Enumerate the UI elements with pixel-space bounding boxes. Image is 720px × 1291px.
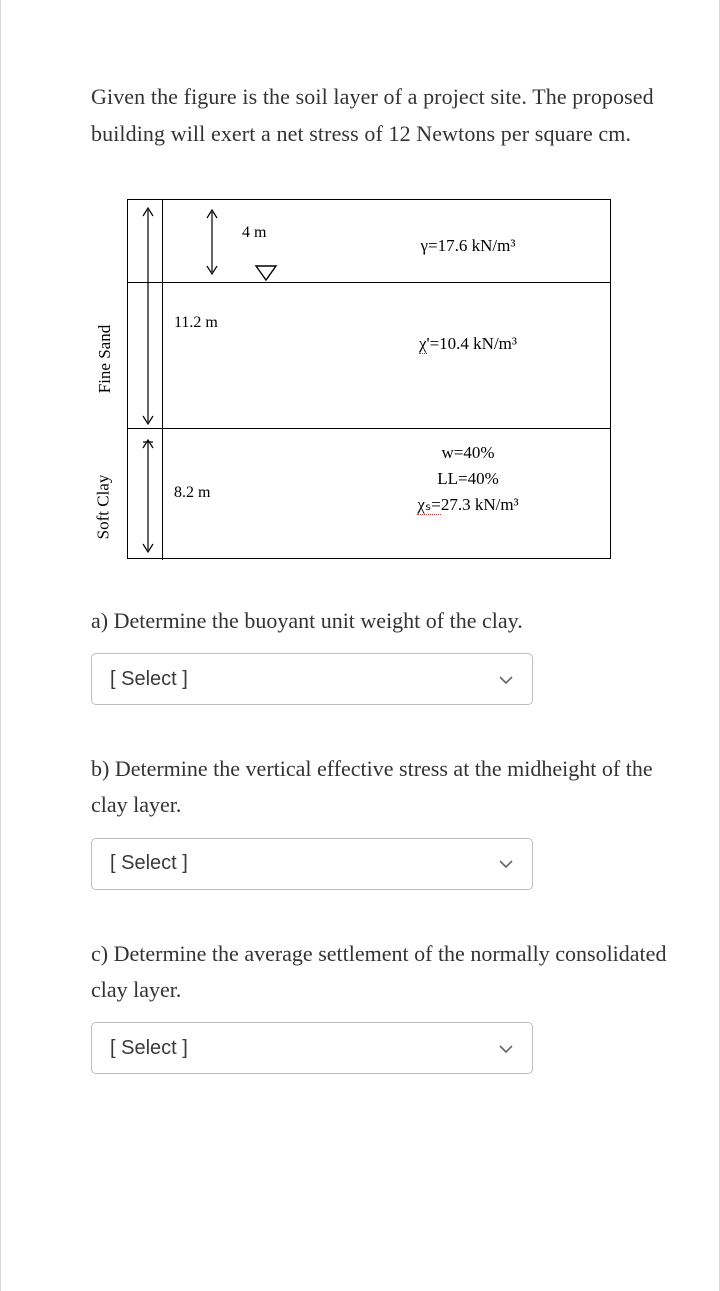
select-b-placeholder: [ Select ]	[110, 852, 188, 875]
arrow-fine-sand-full	[142, 206, 154, 426]
label-fine-sand: Fine Sand	[95, 325, 115, 393]
select-a-placeholder: [ Select ]	[110, 668, 188, 691]
soil-diagram: Fine Sand Soft Clay	[91, 199, 667, 559]
select-b[interactable]: [ Select ]	[91, 838, 533, 890]
water-table-icon	[252, 264, 280, 287]
chevron-down-icon	[498, 852, 514, 875]
prop-gamma-s: χₛ=27.3 kN/m³	[338, 492, 598, 518]
select-c-placeholder: [ Select ]	[110, 1037, 188, 1060]
select-a[interactable]: [ Select ]	[91, 653, 533, 705]
dim-11: 11.2 m	[174, 314, 218, 332]
chevron-down-icon	[498, 668, 514, 691]
dim-4m: 4 m	[242, 224, 266, 242]
select-c[interactable]: [ Select ]	[91, 1022, 533, 1074]
prop-ll: LL=40%	[338, 466, 598, 492]
chevron-down-icon	[498, 1037, 514, 1060]
prop-layer2: χ'=10.4 kN/m³	[368, 334, 568, 354]
label-soft-clay: Soft Clay	[93, 474, 113, 539]
dim-8: 8.2 m	[174, 484, 210, 502]
arrow-4m	[206, 208, 218, 276]
diagram-box: 4 m 11.2 m 8.2 m γ=17.6 kN/m³ χ'=10.4 kN…	[127, 199, 611, 559]
prop-w: w=40%	[338, 440, 598, 466]
problem-statement: Given the figure is the soil layer of a …	[91, 78, 667, 153]
question-b: b) Determine the vertical effective stre…	[91, 751, 667, 824]
diagram-inner-vline	[162, 200, 163, 560]
diagram-divider-2	[128, 428, 610, 429]
diagram-divider-1	[128, 282, 610, 283]
prop-layer1: γ=17.6 kN/m³	[368, 236, 568, 256]
page: Given the figure is the soil layer of a …	[0, 0, 720, 1291]
prop-layer3: w=40% LL=40% χₛ=27.3 kN/m³	[338, 440, 598, 519]
arrow-clay	[142, 438, 154, 554]
question-c: c) Determine the average settlement of t…	[91, 936, 667, 1009]
question-a: a) Determine the buoyant unit weight of …	[91, 603, 667, 639]
